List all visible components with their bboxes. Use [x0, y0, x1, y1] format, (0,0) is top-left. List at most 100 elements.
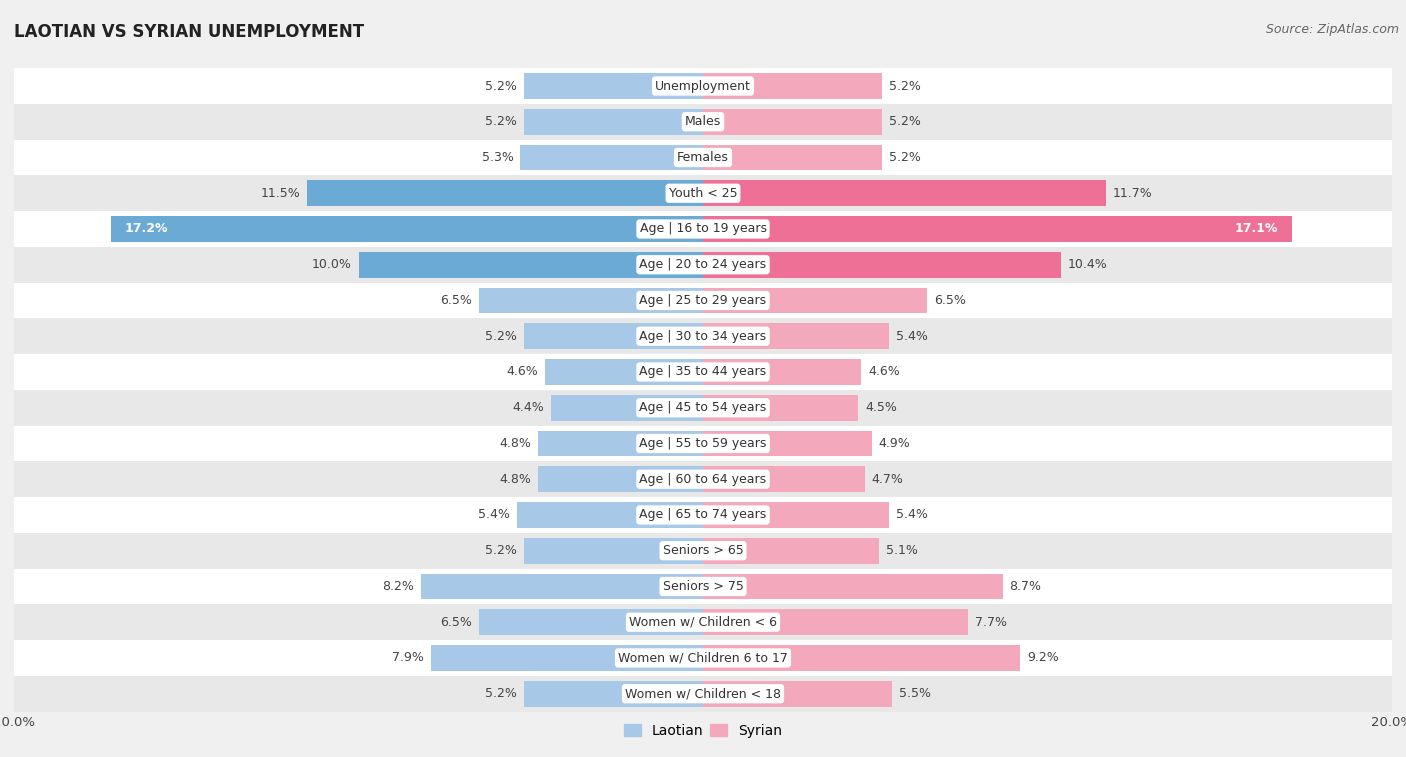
Text: 11.5%: 11.5%	[260, 187, 299, 200]
Bar	[524, 109, 703, 135]
Bar	[479, 609, 703, 635]
Bar	[307, 180, 703, 206]
Text: Males: Males	[685, 115, 721, 128]
Bar	[359, 252, 703, 278]
Bar	[14, 354, 1392, 390]
Text: 7.9%: 7.9%	[392, 652, 425, 665]
Text: 5.2%: 5.2%	[889, 151, 921, 164]
Bar	[537, 466, 703, 492]
Bar	[479, 288, 703, 313]
Text: 5.4%: 5.4%	[478, 509, 510, 522]
Bar	[524, 73, 703, 99]
Text: Age | 55 to 59 years: Age | 55 to 59 years	[640, 437, 766, 450]
Text: 17.2%: 17.2%	[124, 223, 167, 235]
Bar	[14, 176, 1392, 211]
Bar	[703, 574, 1002, 600]
Text: Age | 20 to 24 years: Age | 20 to 24 years	[640, 258, 766, 271]
Text: 5.4%: 5.4%	[896, 330, 928, 343]
Text: 4.7%: 4.7%	[872, 472, 904, 486]
Text: Source: ZipAtlas.com: Source: ZipAtlas.com	[1265, 23, 1399, 36]
Text: 11.7%: 11.7%	[1114, 187, 1153, 200]
Bar	[703, 645, 1019, 671]
Text: 6.5%: 6.5%	[440, 294, 472, 307]
Bar	[703, 109, 882, 135]
Bar	[703, 681, 893, 706]
Text: 5.2%: 5.2%	[485, 115, 517, 128]
Bar	[537, 431, 703, 456]
Bar	[14, 68, 1392, 104]
Text: 4.9%: 4.9%	[879, 437, 911, 450]
Bar	[703, 466, 865, 492]
Bar	[14, 211, 1392, 247]
Text: 6.5%: 6.5%	[440, 615, 472, 629]
Bar	[703, 180, 1107, 206]
Text: Youth < 25: Youth < 25	[669, 187, 737, 200]
Bar	[14, 104, 1392, 139]
Bar	[420, 574, 703, 600]
Bar	[703, 502, 889, 528]
Text: LAOTIAN VS SYRIAN UNEMPLOYMENT: LAOTIAN VS SYRIAN UNEMPLOYMENT	[14, 23, 364, 41]
Bar	[703, 359, 862, 385]
Text: 9.2%: 9.2%	[1026, 652, 1059, 665]
Text: 4.8%: 4.8%	[499, 437, 531, 450]
Bar	[703, 252, 1062, 278]
Bar	[703, 288, 927, 313]
Bar	[14, 604, 1392, 640]
Text: Age | 45 to 54 years: Age | 45 to 54 years	[640, 401, 766, 414]
Legend: Laotian, Syrian: Laotian, Syrian	[619, 718, 787, 743]
Bar	[703, 395, 858, 421]
Text: 5.2%: 5.2%	[889, 115, 921, 128]
Text: 5.1%: 5.1%	[886, 544, 918, 557]
Text: 5.2%: 5.2%	[485, 79, 517, 92]
Bar	[430, 645, 703, 671]
Text: Women w/ Children < 18: Women w/ Children < 18	[626, 687, 780, 700]
Bar	[544, 359, 703, 385]
Text: Women w/ Children < 6: Women w/ Children < 6	[628, 615, 778, 629]
Text: Age | 60 to 64 years: Age | 60 to 64 years	[640, 472, 766, 486]
Bar	[703, 73, 882, 99]
Bar	[14, 569, 1392, 604]
Bar	[14, 640, 1392, 676]
Bar	[520, 145, 703, 170]
Bar	[14, 139, 1392, 176]
Text: 5.4%: 5.4%	[896, 509, 928, 522]
Text: 4.4%: 4.4%	[513, 401, 544, 414]
Text: Unemployment: Unemployment	[655, 79, 751, 92]
Bar	[551, 395, 703, 421]
Bar	[703, 609, 969, 635]
Text: 6.5%: 6.5%	[934, 294, 966, 307]
Text: 4.6%: 4.6%	[506, 366, 537, 378]
Text: 5.2%: 5.2%	[485, 544, 517, 557]
Bar	[14, 425, 1392, 461]
Bar	[703, 538, 879, 563]
Bar	[14, 461, 1392, 497]
Text: 10.0%: 10.0%	[312, 258, 352, 271]
Text: Age | 35 to 44 years: Age | 35 to 44 years	[640, 366, 766, 378]
Bar	[14, 676, 1392, 712]
Text: 4.6%: 4.6%	[869, 366, 900, 378]
Bar	[703, 217, 1292, 242]
Bar	[524, 323, 703, 349]
Text: Seniors > 75: Seniors > 75	[662, 580, 744, 593]
Text: 8.2%: 8.2%	[382, 580, 413, 593]
Text: 5.3%: 5.3%	[482, 151, 513, 164]
Bar	[517, 502, 703, 528]
Bar	[703, 145, 882, 170]
Text: 4.8%: 4.8%	[499, 472, 531, 486]
Text: 8.7%: 8.7%	[1010, 580, 1042, 593]
Text: Seniors > 65: Seniors > 65	[662, 544, 744, 557]
Text: Women w/ Children 6 to 17: Women w/ Children 6 to 17	[619, 652, 787, 665]
Text: 5.2%: 5.2%	[485, 687, 517, 700]
Bar	[14, 319, 1392, 354]
Text: 5.2%: 5.2%	[485, 330, 517, 343]
Text: 4.5%: 4.5%	[865, 401, 897, 414]
Text: 5.2%: 5.2%	[889, 79, 921, 92]
Text: 10.4%: 10.4%	[1069, 258, 1108, 271]
Text: 17.1%: 17.1%	[1234, 223, 1278, 235]
Bar	[14, 282, 1392, 319]
Text: Age | 16 to 19 years: Age | 16 to 19 years	[640, 223, 766, 235]
Bar	[703, 323, 889, 349]
Bar	[524, 538, 703, 563]
Bar	[703, 431, 872, 456]
Text: Females: Females	[678, 151, 728, 164]
